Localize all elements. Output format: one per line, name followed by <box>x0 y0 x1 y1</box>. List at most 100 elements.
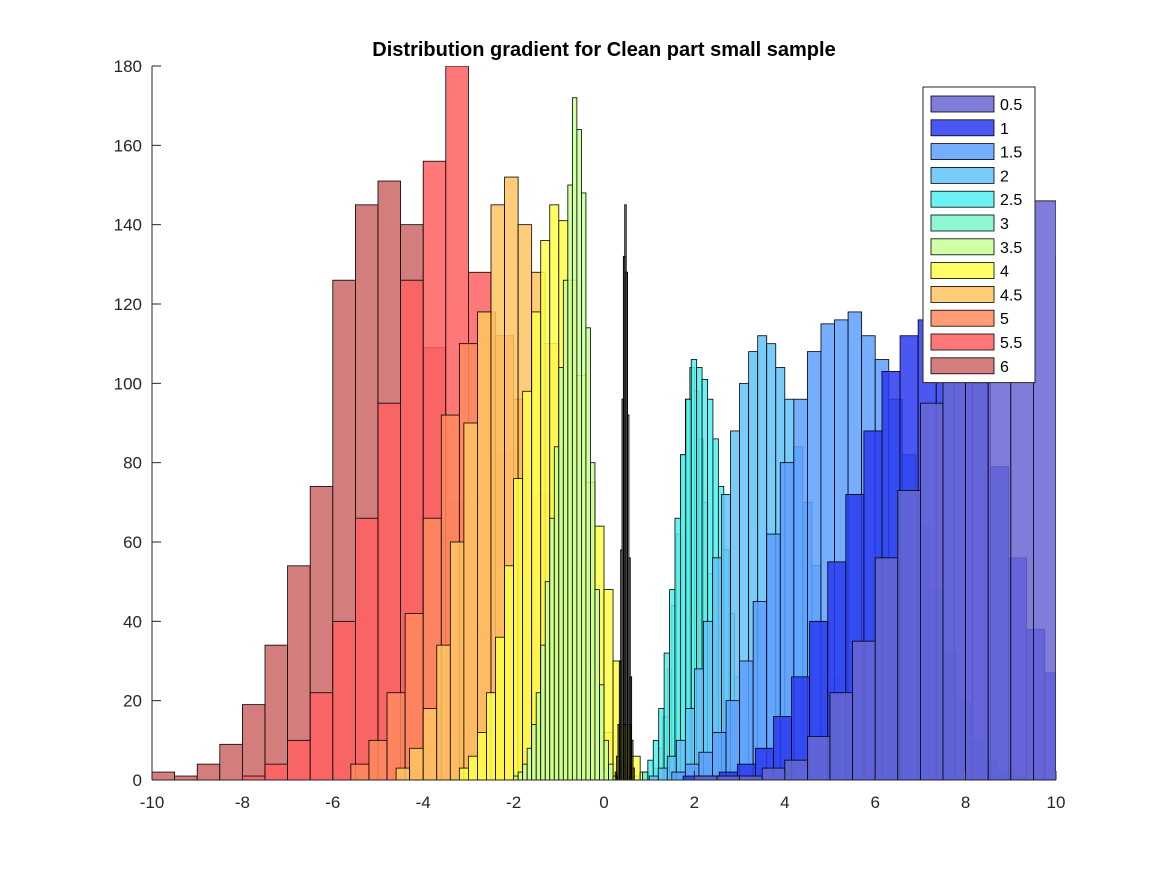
x-tick-label: 4 <box>780 793 789 812</box>
histogram-bar <box>648 775 659 780</box>
legend-label: 1.5 <box>1000 145 1022 162</box>
legend-swatch <box>930 309 995 327</box>
histogram-bar <box>219 743 243 780</box>
histogram-bar <box>467 755 478 780</box>
y-tick-label: 40 <box>123 612 142 631</box>
histogram-bar <box>174 775 198 780</box>
legend-swatch <box>930 357 995 375</box>
histogram-bar <box>368 739 388 780</box>
histogram-bar <box>599 684 605 780</box>
histogram-bar <box>669 589 676 780</box>
x-tick-label: -8 <box>235 793 250 812</box>
legend-label: 2 <box>1000 168 1009 185</box>
histogram-bar <box>642 771 649 780</box>
histogram-bar <box>287 739 311 780</box>
histogram-bar <box>965 323 989 780</box>
axes: -10 -8 -6 -4 -2 0 2 4 6 8 100204060801001201401601… <box>114 57 1066 812</box>
histogram-bar <box>920 402 944 780</box>
legend-label: 4 <box>1000 264 1009 281</box>
histogram-bar <box>807 735 831 780</box>
y-tick-label: 80 <box>123 454 142 473</box>
x-tick-label: -10 <box>140 793 165 812</box>
histogram-bar <box>576 129 582 780</box>
histogram-bar <box>386 692 406 780</box>
histogram-bar <box>544 581 551 780</box>
legend-swatch <box>930 238 995 256</box>
histogram-bar <box>549 517 555 780</box>
x-tick-label: 0 <box>599 793 608 812</box>
histogram-bar <box>522 763 528 780</box>
histogram-bar <box>422 708 438 780</box>
legend-swatch <box>930 95 995 113</box>
y-tick-label: 20 <box>123 692 142 711</box>
histogram-bar <box>761 767 786 780</box>
histogram-bar <box>716 775 741 780</box>
histogram-bar <box>495 636 505 780</box>
histogram-bar <box>486 692 496 780</box>
x-tick-label: 6 <box>870 793 879 812</box>
histogram-bar <box>526 747 533 780</box>
histogram-bar <box>477 732 487 780</box>
histogram-bar <box>852 640 876 780</box>
histogram-bar <box>332 620 356 780</box>
legend-label: 2.5 <box>1000 192 1022 209</box>
histogram-bar <box>513 478 524 780</box>
legend-swatch <box>930 285 995 303</box>
y-tick-label: 60 <box>123 533 142 552</box>
histogram-bar <box>739 775 763 780</box>
histogram-bar <box>567 184 573 780</box>
histogram-bar <box>590 462 596 780</box>
y-tick-label: 180 <box>114 57 142 76</box>
legend-label: 5.5 <box>1000 335 1022 352</box>
legend-box <box>922 86 1036 384</box>
histogram-bars <box>152 66 1056 780</box>
histogram-bar <box>581 192 587 780</box>
histogram-bar <box>942 343 967 780</box>
legend-label: 5 <box>1000 311 1009 328</box>
histogram-bar <box>458 767 469 780</box>
histogram-bar <box>264 644 289 780</box>
x-tick-label: -4 <box>416 793 431 812</box>
x-tick-label: 8 <box>961 793 970 812</box>
histogram-bar <box>463 422 478 780</box>
histogram-bar <box>608 763 614 780</box>
y-tick-label: 100 <box>114 374 142 393</box>
histogram-bar <box>874 557 899 780</box>
x-tick-label: 2 <box>690 793 699 812</box>
histogram-bar <box>264 763 289 780</box>
histogram-bar <box>585 327 591 780</box>
histogram-bar <box>241 704 266 780</box>
histogram-bar <box>1033 200 1056 780</box>
histogram-bar <box>241 775 266 780</box>
histogram-bar <box>517 771 524 780</box>
histogram-bar <box>522 390 533 780</box>
histogram-bar <box>657 767 668 780</box>
legend-label: 6 <box>1000 359 1009 376</box>
legend-swatch <box>930 262 995 280</box>
legend-swatch <box>930 166 995 184</box>
histogram-bar <box>829 692 854 780</box>
legend-swatch <box>930 214 995 232</box>
histogram-bar <box>694 775 718 780</box>
histogram-bar <box>558 367 564 780</box>
histogram-bar <box>603 739 609 780</box>
histogram-bar <box>395 767 411 780</box>
histogram-bar <box>309 692 334 780</box>
histogram-bar <box>409 747 424 780</box>
legend-label: 0.5 <box>1000 97 1022 114</box>
y-tick-label: 160 <box>114 136 142 155</box>
histogram-bar <box>553 446 560 780</box>
histogram-bar <box>562 279 569 780</box>
y-tick-label: 140 <box>114 216 142 235</box>
legend-label: 4.5 <box>1000 287 1022 304</box>
histogram-bar <box>540 644 546 780</box>
legend: 0.5 1 1.5 2 2.5 3 3.5 4 4.5 5 5.5 6 <box>922 86 1036 384</box>
y-tick-label: 0 <box>133 771 142 790</box>
histogram-bar <box>739 660 754 780</box>
histogram-bar <box>449 541 465 780</box>
legend-swatch <box>930 333 995 351</box>
histogram-bar <box>897 490 921 780</box>
histogram-bar <box>784 759 808 780</box>
histogram-bar <box>196 763 221 780</box>
